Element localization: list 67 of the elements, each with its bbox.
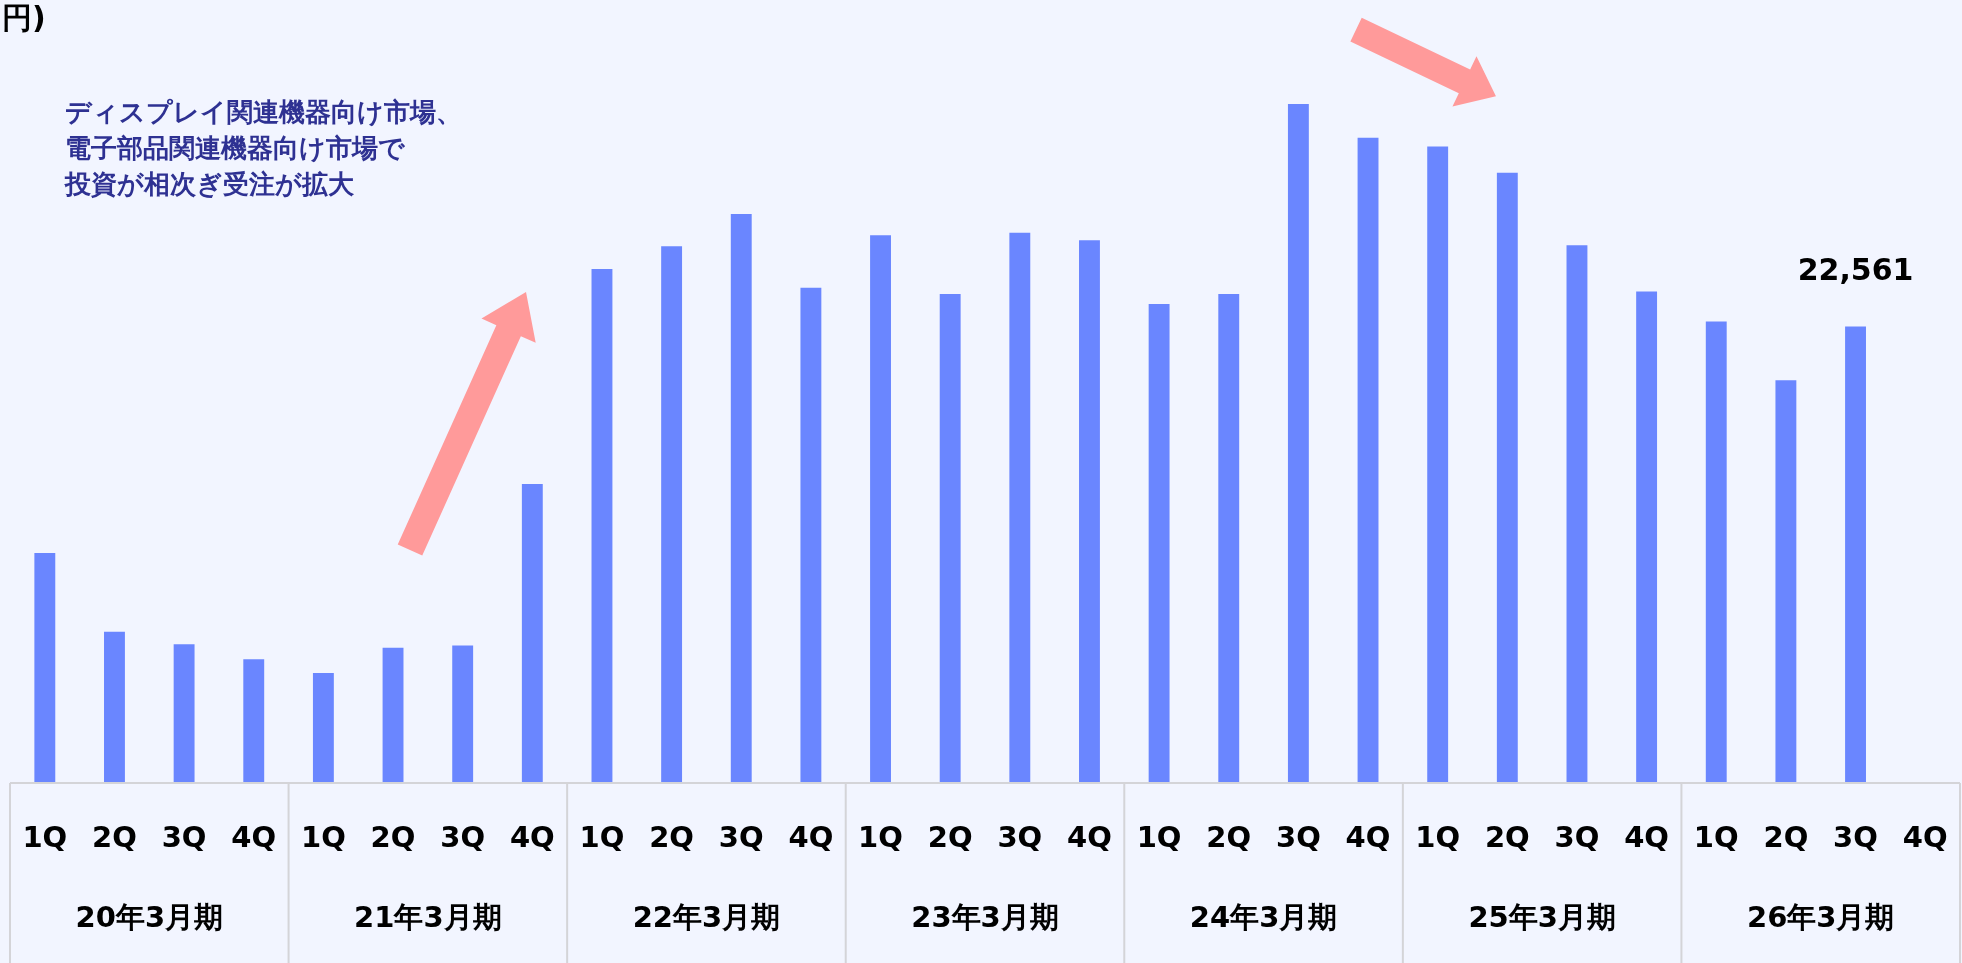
bar bbox=[1705, 321, 1727, 783]
x-tick-label: 2Q bbox=[1206, 819, 1252, 854]
text: 26年3月期 bbox=[1746, 900, 1895, 934]
x-tick-label: 3Q bbox=[718, 819, 764, 854]
x-tick-label: 3Q bbox=[1275, 819, 1321, 854]
x-tick-label: 2Q bbox=[370, 819, 416, 854]
x-tick-label: 2Q bbox=[649, 819, 695, 854]
annotation: 電子部品関連機器向け市場で bbox=[65, 133, 406, 163]
bar bbox=[1287, 103, 1309, 783]
bar bbox=[1636, 291, 1658, 783]
bar bbox=[1148, 304, 1170, 783]
x-tick-label: 4Q bbox=[1345, 819, 1391, 854]
x-tick-label: 1Q bbox=[1415, 819, 1461, 854]
annotation: 投資が相次ぎ受注が拡大 bbox=[64, 169, 355, 199]
x-tick-label: 2Q bbox=[92, 819, 137, 854]
chart-title: 円) bbox=[2, 0, 46, 35]
text: 23年3月期 bbox=[911, 900, 1059, 934]
x-tick-label: 2Q bbox=[1763, 819, 1809, 854]
bar bbox=[1845, 326, 1866, 783]
bar bbox=[104, 631, 125, 783]
x-tick-label: 4Q bbox=[788, 819, 834, 854]
x-tick-label: 3Q bbox=[1833, 819, 1878, 854]
bar bbox=[1079, 240, 1100, 783]
x-tick-label: 4Q bbox=[509, 819, 555, 854]
bar bbox=[800, 287, 822, 783]
x-tick-label: 3Q bbox=[161, 819, 207, 854]
text: 24年3月期 bbox=[1189, 900, 1338, 934]
bar bbox=[243, 659, 265, 783]
bar bbox=[1496, 172, 1518, 783]
x-tick-label: 2Q bbox=[927, 819, 973, 854]
x-tick-label: 4Q bbox=[1067, 819, 1112, 854]
bar bbox=[521, 484, 543, 783]
annotation: ディスプレイ関連機器向け市場、 bbox=[65, 97, 462, 127]
bar bbox=[661, 246, 683, 783]
bar bbox=[1009, 232, 1031, 783]
bar bbox=[591, 269, 613, 783]
bar bbox=[382, 647, 404, 783]
bar bbox=[1357, 137, 1379, 783]
x-tick-label: 4Q bbox=[231, 819, 277, 854]
bar bbox=[173, 644, 195, 783]
x-tick-label: 3Q bbox=[997, 819, 1043, 854]
x-tick-label: 1Q bbox=[1693, 819, 1739, 854]
bar bbox=[1566, 245, 1588, 783]
x-tick-label: 1Q bbox=[858, 819, 903, 854]
x-tick-label: 4Q bbox=[1624, 819, 1670, 854]
x-tick-label: 1Q bbox=[22, 819, 68, 854]
x-tick-label: 1Q bbox=[579, 819, 625, 854]
x-tick-label: 1Q bbox=[300, 819, 346, 854]
bar bbox=[1427, 146, 1449, 783]
text: 20年3月期 bbox=[75, 900, 224, 934]
x-tick-label: 3Q bbox=[1554, 819, 1600, 854]
data-label: 22,561 bbox=[1797, 252, 1914, 288]
bar bbox=[1218, 293, 1240, 783]
bar bbox=[730, 213, 752, 783]
text: 21年3月期 bbox=[354, 900, 502, 934]
bar bbox=[452, 645, 474, 783]
text: 22年3月期 bbox=[632, 900, 781, 934]
bar bbox=[34, 552, 56, 783]
x-tick-label: 3Q bbox=[440, 819, 486, 854]
bar bbox=[870, 235, 891, 783]
bar bbox=[312, 672, 334, 783]
x-tick-label: 2Q bbox=[1484, 819, 1530, 854]
x-tick-label: 4Q bbox=[1902, 819, 1948, 854]
bar bbox=[939, 293, 961, 783]
text: 25年3月期 bbox=[1468, 900, 1616, 934]
x-tick-label: 1Q bbox=[1136, 819, 1182, 854]
bar bbox=[1775, 380, 1797, 783]
